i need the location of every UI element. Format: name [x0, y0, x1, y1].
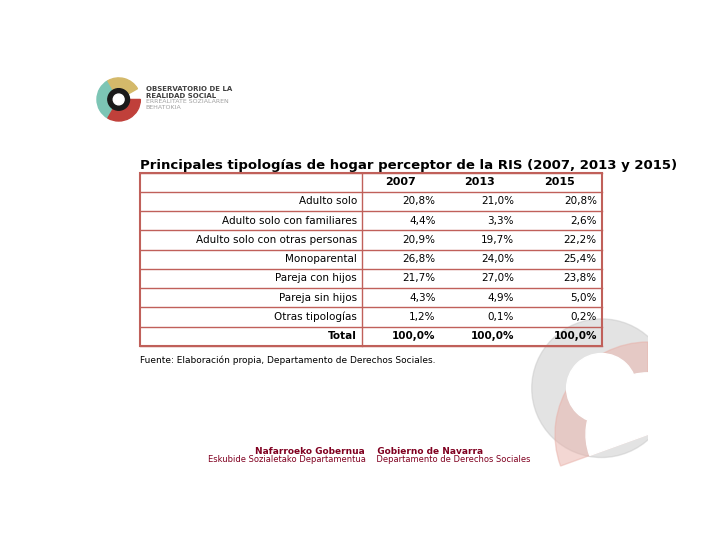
Text: Otras tipologías: Otras tipologías [274, 312, 357, 322]
Text: 1,2%: 1,2% [409, 312, 436, 322]
Circle shape [113, 94, 124, 105]
Text: 0,2%: 0,2% [570, 312, 597, 322]
Text: Principales tipologías de hogar perceptor de la RIS (2007, 2013 y 2015): Principales tipologías de hogar percepto… [140, 159, 678, 172]
Text: 100,0%: 100,0% [554, 331, 597, 341]
Text: Fuente: Elaboración propia, Departamento de Derechos Sociales.: Fuente: Elaboración propia, Departamento… [140, 356, 436, 366]
Text: OBSERVATORIO DE LA: OBSERVATORIO DE LA [145, 86, 232, 92]
Text: 2015: 2015 [544, 177, 575, 187]
Text: 4,3%: 4,3% [409, 293, 436, 303]
Text: Monoparental: Monoparental [285, 254, 357, 264]
Bar [140, 173, 601, 346]
Text: ERREALITATE SOZIALAREN: ERREALITATE SOZIALAREN [145, 99, 228, 104]
Text: 100,0%: 100,0% [470, 331, 514, 341]
Text: BEHATOKIA: BEHATOKIA [145, 105, 181, 110]
Text: 20,8%: 20,8% [402, 197, 436, 206]
Text: 22,2%: 22,2% [564, 235, 597, 245]
Text: 4,9%: 4,9% [487, 293, 514, 303]
Text: 0,1%: 0,1% [487, 312, 514, 322]
Text: Total: Total [328, 331, 357, 341]
Text: Pareja con hijos: Pareja con hijos [275, 273, 357, 284]
Circle shape [108, 89, 130, 110]
Text: Nafarroeko Gobernua    Gobierno de Navarra: Nafarroeko Gobernua Gobierno de Navarra [255, 447, 483, 456]
Text: 2013: 2013 [464, 177, 495, 187]
Text: 26,8%: 26,8% [402, 254, 436, 264]
Text: 4,4%: 4,4% [409, 215, 436, 226]
Wedge shape [586, 373, 648, 455]
Text: 20,9%: 20,9% [402, 235, 436, 245]
Text: 100,0%: 100,0% [392, 331, 436, 341]
Text: Adulto solo con otras personas: Adulto solo con otras personas [196, 235, 357, 245]
Wedge shape [108, 99, 140, 121]
Wedge shape [108, 78, 138, 99]
Text: 19,7%: 19,7% [481, 235, 514, 245]
Text: 21,0%: 21,0% [481, 197, 514, 206]
Text: 27,0%: 27,0% [481, 273, 514, 284]
Text: Eskubide Sozialetako Departamentua    Departamento de Derechos Sociales: Eskubide Sozialetako Departamentua Depar… [208, 455, 530, 463]
Text: 3,3%: 3,3% [487, 215, 514, 226]
Text: 24,0%: 24,0% [481, 254, 514, 264]
Text: REALIDAD SOCIAL: REALIDAD SOCIAL [145, 92, 216, 99]
Wedge shape [555, 342, 648, 466]
Wedge shape [97, 81, 119, 118]
Text: 20,8%: 20,8% [564, 197, 597, 206]
Text: Adulto solo con familiares: Adulto solo con familiares [222, 215, 357, 226]
Text: 21,7%: 21,7% [402, 273, 436, 284]
Text: 2,6%: 2,6% [570, 215, 597, 226]
Text: 2007: 2007 [385, 177, 416, 187]
Circle shape [532, 319, 671, 457]
Text: 25,4%: 25,4% [564, 254, 597, 264]
Text: Pareja sin hijos: Pareja sin hijos [279, 293, 357, 303]
Text: 5,0%: 5,0% [570, 293, 597, 303]
Circle shape [567, 354, 636, 423]
Text: 23,8%: 23,8% [564, 273, 597, 284]
Text: Adulto solo: Adulto solo [299, 197, 357, 206]
